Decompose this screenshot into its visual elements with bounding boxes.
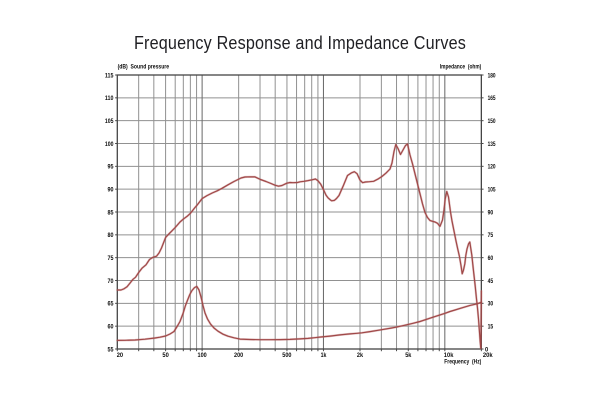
- svg-text:1k: 1k: [321, 352, 327, 359]
- svg-text:65: 65: [108, 301, 114, 308]
- svg-text:0: 0: [485, 346, 488, 353]
- svg-text:60: 60: [488, 255, 494, 262]
- svg-text:165: 165: [488, 95, 496, 102]
- svg-text:70: 70: [108, 278, 114, 285]
- svg-text:75: 75: [108, 255, 114, 262]
- svg-text:80: 80: [108, 232, 114, 239]
- svg-text:110: 110: [105, 95, 114, 102]
- svg-text:100: 100: [198, 352, 207, 359]
- svg-text:105: 105: [105, 118, 114, 125]
- svg-text:90: 90: [488, 209, 494, 216]
- svg-text:150: 150: [488, 118, 496, 125]
- svg-text:50: 50: [162, 352, 169, 359]
- svg-text:200: 200: [234, 352, 243, 359]
- svg-text:Frequency Response and Impedan: Frequency Response and Impedance Curves: [134, 32, 466, 53]
- svg-text:Impedance (ohm): Impedance (ohm): [440, 63, 482, 70]
- svg-text:5k: 5k: [405, 352, 411, 359]
- svg-text:45: 45: [488, 278, 494, 285]
- svg-text:75: 75: [488, 232, 494, 239]
- svg-text:120: 120: [488, 164, 496, 171]
- svg-text:15: 15: [488, 324, 494, 331]
- svg-text:105: 105: [488, 187, 496, 194]
- svg-text:(dB) Sound pressure: (dB) Sound pressure: [118, 63, 170, 70]
- svg-text:85: 85: [108, 209, 114, 216]
- svg-text:135: 135: [488, 141, 496, 148]
- svg-text:180: 180: [488, 72, 496, 79]
- svg-text:55: 55: [108, 346, 114, 353]
- svg-text:30: 30: [488, 301, 494, 308]
- svg-text:60: 60: [108, 324, 114, 331]
- svg-text:Frequency (Hz): Frequency (Hz): [444, 358, 481, 365]
- svg-text:2k: 2k: [357, 352, 363, 359]
- svg-text:20k: 20k: [483, 352, 493, 359]
- svg-text:115: 115: [105, 72, 114, 79]
- svg-text:95: 95: [108, 164, 114, 171]
- svg-text:500: 500: [282, 352, 291, 359]
- svg-text:20: 20: [117, 352, 124, 359]
- svg-text:10k: 10k: [444, 352, 454, 359]
- svg-text:90: 90: [108, 187, 114, 194]
- svg-text:100: 100: [105, 141, 114, 148]
